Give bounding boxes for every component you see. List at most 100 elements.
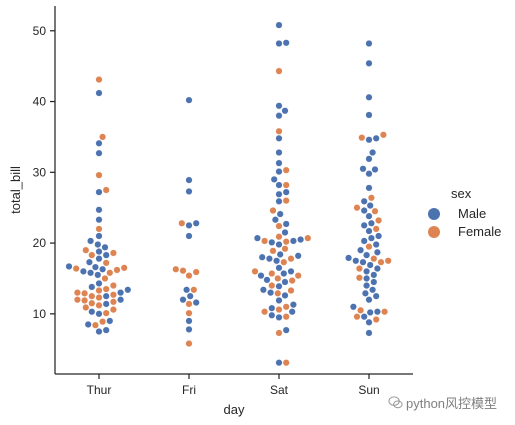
point-male xyxy=(369,148,377,156)
point-male xyxy=(95,188,103,196)
point-male xyxy=(365,170,373,178)
point-male xyxy=(185,317,193,325)
point-female xyxy=(370,255,378,263)
point-female xyxy=(120,264,128,272)
point-male xyxy=(275,197,283,205)
point-female xyxy=(91,321,99,329)
point-male xyxy=(276,250,284,258)
point-female xyxy=(95,301,103,309)
point-male xyxy=(185,325,193,333)
point-male xyxy=(288,308,296,316)
point-male xyxy=(275,102,283,110)
point-male xyxy=(259,286,267,294)
point-male xyxy=(95,149,103,157)
point-male xyxy=(273,257,281,265)
point-male xyxy=(369,286,377,294)
point-male xyxy=(94,271,102,279)
point-male xyxy=(94,240,102,248)
point-male xyxy=(267,289,275,297)
point-male xyxy=(275,359,283,367)
point-male xyxy=(275,159,283,167)
point-male xyxy=(185,176,193,184)
point-female xyxy=(109,306,117,314)
point-female xyxy=(179,267,187,275)
point-female xyxy=(353,313,361,321)
point-male xyxy=(281,291,289,299)
point-male xyxy=(287,267,295,275)
point-male xyxy=(270,175,278,183)
point-female xyxy=(282,313,290,321)
point-male xyxy=(360,221,368,229)
point-male xyxy=(99,265,107,273)
point-male xyxy=(85,258,93,266)
point-male xyxy=(365,155,373,163)
point-male xyxy=(363,274,371,282)
point-male xyxy=(367,219,375,227)
point-male xyxy=(359,258,367,266)
x-tick-label-fri: Fri xyxy=(182,383,196,397)
point-male xyxy=(257,272,265,280)
point-female xyxy=(282,166,290,174)
y-tick-label: 10 xyxy=(33,307,47,321)
point-male xyxy=(282,326,290,334)
point-male xyxy=(183,286,191,294)
point-male xyxy=(95,328,103,336)
point-male xyxy=(95,216,103,224)
point-female xyxy=(99,133,107,141)
point-male xyxy=(282,188,290,196)
point-female xyxy=(269,207,277,215)
point-female xyxy=(357,306,365,314)
point-male xyxy=(106,317,114,325)
point-female xyxy=(355,265,363,273)
point-male xyxy=(275,190,283,198)
point-male xyxy=(372,134,380,142)
point-female xyxy=(192,268,200,276)
point-female xyxy=(282,238,290,246)
point-male xyxy=(263,276,271,284)
legend-title: sex xyxy=(451,186,472,201)
watermark-text: python风控模型 xyxy=(406,396,498,411)
point-male xyxy=(372,292,380,300)
point-male xyxy=(95,139,103,147)
point-female xyxy=(282,303,290,311)
point-female xyxy=(282,197,290,205)
point-female xyxy=(275,222,283,230)
point-female xyxy=(261,308,269,316)
point-female xyxy=(353,204,361,212)
point-male xyxy=(91,263,99,271)
point-female xyxy=(371,207,379,215)
point-male xyxy=(65,262,73,270)
point-male xyxy=(275,134,283,142)
point-female xyxy=(372,316,380,324)
point-male xyxy=(365,184,373,192)
point-female xyxy=(185,340,193,348)
point-female xyxy=(95,171,103,179)
point-male xyxy=(373,308,381,316)
point-male xyxy=(365,59,373,67)
point-female xyxy=(185,309,193,317)
tick-labels: 10 20 30 40 50 Thur Fri Sat Sun xyxy=(33,24,380,397)
point-male xyxy=(102,326,110,334)
point-male xyxy=(365,227,373,235)
point-male xyxy=(88,283,96,291)
point-female xyxy=(101,274,109,282)
point-male xyxy=(276,210,284,218)
point-male xyxy=(357,246,365,254)
point-female xyxy=(274,289,282,297)
point-male xyxy=(359,165,367,173)
point-male xyxy=(365,40,373,48)
point-male xyxy=(265,255,273,263)
axes xyxy=(50,6,413,379)
point-male xyxy=(275,21,283,29)
point-male xyxy=(365,296,373,304)
point-female xyxy=(287,255,295,263)
point-male xyxy=(192,299,200,307)
point-male xyxy=(352,257,360,265)
point-male xyxy=(363,267,371,275)
point-female xyxy=(384,257,392,265)
point-male xyxy=(281,278,289,286)
point-male xyxy=(363,251,371,259)
point-female xyxy=(95,76,103,84)
y-axis-title: total_bill xyxy=(8,166,23,214)
